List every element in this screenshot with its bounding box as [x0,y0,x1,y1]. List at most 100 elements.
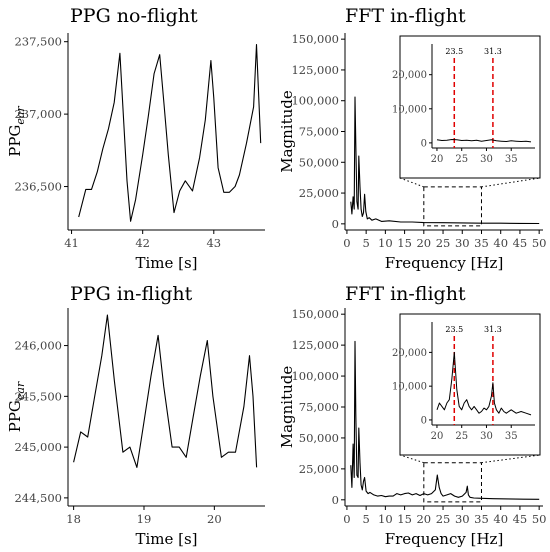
fft-bottom-xtick-label: 10 [378,512,393,526]
ppg-inflight-xlabel: Time [s] [135,530,197,548]
fft-top-xtick-label: 10 [378,236,393,250]
fft-bottom-inset-ytick-label: 0 [421,415,427,426]
fft-bottom-inset-xtick-label: 25 [455,431,468,442]
ppg-inflight-ylabel-subscript: ear [14,381,27,400]
ppg-noflight-ytick-label: 237,000 [14,107,62,121]
ppg-inflight-ytick-label: 244,500 [14,491,62,505]
fft-top-xtick-label: 15 [397,236,412,250]
ppg-noflight-xlabel: Time [s] [135,254,197,272]
fft-top-xlabel: Frequency [Hz] [385,254,504,272]
fft-bottom-xtick-label: 50 [532,512,547,526]
fft-top-inset-xtick-label: 20 [431,154,444,165]
fft-bottom-ytick-label: 0 [332,493,339,507]
fft-top-xtick-label: 20 [416,236,431,250]
fft-top-inset-xtick-label: 25 [455,154,468,165]
fft-top-ytick-label: 75,000 [299,125,339,139]
fft-top-inset-marker-label: 31.3 [484,47,502,56]
fft-bottom-ytick-label: 150,000 [291,307,339,321]
fft-top-xtick-label: 30 [455,236,470,250]
fft-top-inset-ytick-label: 0 [421,138,427,149]
fft-bottom-title: FFT in-flight [345,283,466,305]
fft-bottom-zoom-box [423,462,482,503]
ppg-inflight-ytick-label: 245,000 [14,440,62,454]
fft-bottom-inset-ytick-label: 10,000 [392,382,427,393]
ppg-inflight-ytick-label: 246,000 [14,339,62,353]
fft-top-xtick-label: 5 [362,236,369,250]
fft-top-ytick-label: 50,000 [299,155,339,169]
fft-top-ytick-label: 25,000 [299,186,339,200]
fft-bottom-xtick-label: 5 [362,512,369,526]
fft-top-ytick-label: 100,000 [291,94,339,108]
fft-bottom-xtick-label: 20 [416,512,431,526]
ppg-inflight-chart: PPG in-flight 244,500 245,000 245,500 246,00… [6,283,265,548]
fft-bottom-xtick-label: 25 [436,512,451,526]
fft-top-inset-frame [399,35,541,179]
fft-bottom-chart: FFT in-flight 0 25,000 50,000 75,000 100,000 1… [278,283,546,548]
ppg-noflight-title: PPG no-flight [70,5,198,27]
fft-bottom-inset-marker-label: 31.3 [484,325,502,334]
fft-top-title: FFT in-flight [345,5,466,27]
ppg-noflight-ytick-label: 236,500 [14,180,62,194]
fft-top-xtick-label: 40 [493,236,508,250]
fft-bottom-ytick-label: 50,000 [299,431,339,445]
fft-top-ytick-label: 150,000 [291,32,339,46]
fft-top-inset-series-line [436,139,532,143]
fft-bottom-inset-xtick-label: 30 [480,431,493,442]
fft-bottom-ytick-label: 125,000 [291,338,339,352]
fft-bottom-ytick-label: 100,000 [291,369,339,383]
ppg-inflight-xtick-label: 18 [66,512,81,526]
ppg-noflight-chart: PPG no-flight 236,500 237,000 237,500 41 42 43… [6,5,265,272]
ppg-inflight-ylabel: PPGear [6,381,27,432]
fft-top-chart: FFT in-flight 0 25,000 50,000 75,000 100,000 1… [278,5,546,272]
fft-top-zoom-box [423,186,482,227]
fft-bottom-ytick-label: 25,000 [299,462,339,476]
fft-bottom-zoom-connector-left [399,454,424,464]
fft-top-ytick-label: 125,000 [291,63,339,77]
fft-bottom-xtick-label: 35 [474,512,489,526]
fft-top-inset-ytick-label: 20,000 [392,70,427,81]
fft-bottom-xtick-label: 0 [343,512,350,526]
fft-top-inset-xtick-label: 35 [505,154,518,165]
ppg-noflight-xtick-label: 42 [135,236,150,250]
fft-bottom-inset-frame [399,313,541,456]
fft-bottom-zoom-connector-right [481,454,541,464]
ppg-inflight-xtick-label: 19 [137,512,152,526]
ppg-noflight-ylabel-subscript: ear [14,106,27,125]
fft-bottom-xtick-label: 30 [455,512,470,526]
fft-bottom-xtick-label: 15 [397,512,412,526]
fft-bottom-inset-series-line [436,351,532,416]
ppg-noflight-ylabel: PPGear [6,106,27,157]
fft-bottom-inset-ytick-label: 20,000 [392,348,427,359]
fft-bottom-inset-xtick-label: 20 [431,431,444,442]
fft-top-xtick-label: 0 [343,236,350,250]
fft-top-series-line [350,96,540,225]
fft-bottom-series-line [350,340,540,500]
fft-top-ytick-label: 0 [332,217,339,231]
fft-top-inset-marker-label: 23.5 [445,47,463,56]
fft-top-xtick-label: 45 [513,236,528,250]
fft-bottom-xlabel: Frequency [Hz] [385,530,504,548]
fft-bottom-xtick-label: 45 [513,512,528,526]
ppg-inflight-xtick-label: 20 [207,512,222,526]
fft-top-zoom-connector-right [481,177,541,188]
fft-top-xtick-label: 25 [436,236,451,250]
fft-bottom-inset-xtick-label: 35 [505,431,518,442]
fft-bottom-ytick-label: 75,000 [299,400,339,414]
fft-bottom-ylabel: Magnitude [278,366,296,449]
fft-bottom-inset-marker-label: 23.5 [445,325,463,334]
ppg-noflight-xtick-label: 43 [206,236,221,250]
ppg-noflight-xtick-label: 41 [64,236,79,250]
ppg-inflight-series-line [73,314,258,468]
ppg-noflight-series-line [78,44,262,222]
fft-top-ylabel: Magnitude [278,90,296,173]
fft-top-inset-xtick-label: 30 [480,154,493,165]
fft-bottom-xtick-label: 40 [493,512,508,526]
ppg-noflight-ytick-label: 237,500 [14,35,62,49]
fft-top-zoom-connector-left [399,177,424,188]
fft-top-xtick-label: 35 [474,236,489,250]
fft-top-xtick-label: 50 [532,236,547,250]
ppg-inflight-title: PPG in-flight [70,283,193,305]
ppg-inflight-ytick-label: 245,500 [14,389,62,403]
fft-top-inset-ytick-label: 10,000 [392,104,427,115]
